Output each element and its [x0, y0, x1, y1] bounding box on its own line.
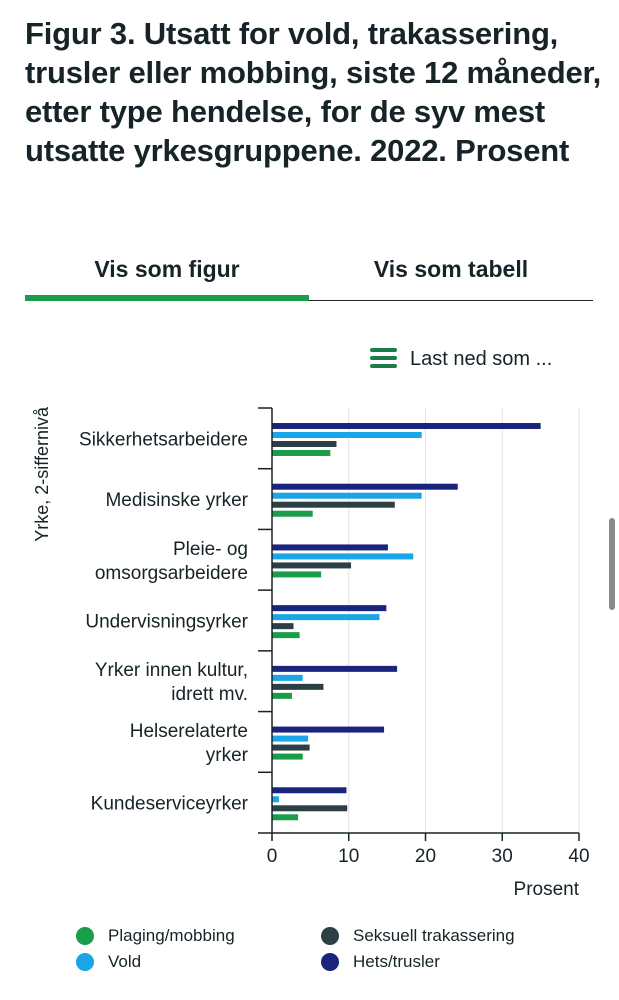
x-axis-title: Prosent	[514, 879, 580, 900]
x-tick-label: 20	[415, 846, 436, 867]
category-label: Helserelaterte yrker	[130, 721, 249, 766]
bar	[272, 553, 414, 560]
tab-divider	[25, 300, 593, 301]
bar	[272, 683, 324, 690]
bar	[272, 562, 352, 569]
bar	[272, 605, 387, 612]
bar	[272, 674, 303, 681]
bar	[272, 805, 348, 812]
legend-label: Seksuell trakassering	[353, 926, 515, 945]
x-tick-label: 0	[267, 846, 278, 867]
bar	[272, 501, 395, 508]
figure-title: Figur 3. Utsatt for vold, trakassering, …	[25, 16, 602, 168]
legend-item[interactable]: Hets/trusler	[321, 952, 440, 972]
bar	[272, 614, 380, 621]
x-tick-label: 40	[568, 846, 589, 867]
legend-swatch	[321, 927, 339, 945]
bar	[272, 735, 309, 742]
bar	[272, 623, 294, 630]
chart-legend: Plaging/mobbing Seksuell trakassering Vold…	[0, 926, 619, 986]
bar	[272, 632, 300, 639]
tab-show-as-figure[interactable]: Vis som figur	[94, 256, 240, 282]
category-label: Undervisningsyrker	[85, 612, 248, 633]
category-label: Kundeserviceyrker	[91, 794, 249, 815]
legend-item[interactable]: Vold	[76, 952, 141, 972]
legend-swatch	[76, 927, 94, 945]
bar	[272, 692, 292, 699]
bar	[272, 753, 303, 760]
download-menu-button[interactable]: Last ned som ...	[370, 344, 552, 374]
legend-swatch	[76, 953, 94, 971]
download-label: Last ned som ...	[410, 347, 553, 370]
bar	[272, 432, 422, 438]
legend-label: Plaging/mobbing	[108, 926, 235, 945]
bar	[272, 571, 322, 578]
bar	[272, 423, 541, 429]
bar	[272, 796, 279, 803]
bar	[272, 787, 347, 794]
bar	[272, 726, 385, 733]
legend-label: Vold	[108, 952, 142, 971]
legend-item[interactable]: Plaging/mobbing	[76, 926, 235, 946]
bar	[272, 744, 310, 751]
page-scrollbar[interactable]	[609, 518, 615, 610]
bar	[272, 665, 398, 672]
bar	[272, 814, 299, 821]
bar-chart: 0 10 20 30 40 Sikkerhetsarbeidere Medisinske y…	[32, 406, 590, 900]
category-label: Yrker innen kultur, idrett mv.	[95, 660, 248, 705]
bar	[272, 510, 313, 517]
tab-show-as-table[interactable]: Vis som tabell	[373, 256, 529, 282]
category-label: Sikkerhetsarbeidere	[79, 429, 248, 450]
category-label: Pleie- og omsorgsarbeidere	[95, 539, 248, 584]
bar	[272, 544, 388, 551]
legend-item[interactable]: Seksuell trakassering	[321, 926, 515, 946]
bar	[272, 483, 458, 490]
bar	[272, 492, 422, 499]
legend-swatch	[321, 953, 339, 971]
active-tab-indicator	[25, 295, 309, 301]
x-tick-label: 10	[338, 846, 359, 867]
bar	[272, 450, 331, 456]
category-label: Medisinske yrker	[105, 490, 248, 511]
x-tick-label: 30	[492, 846, 513, 867]
legend-label: Hets/trusler	[353, 952, 440, 971]
y-axis-title: Yrke, 2-siffernivå	[32, 406, 52, 542]
hamburger-menu-icon	[370, 348, 397, 370]
bar	[272, 441, 337, 447]
